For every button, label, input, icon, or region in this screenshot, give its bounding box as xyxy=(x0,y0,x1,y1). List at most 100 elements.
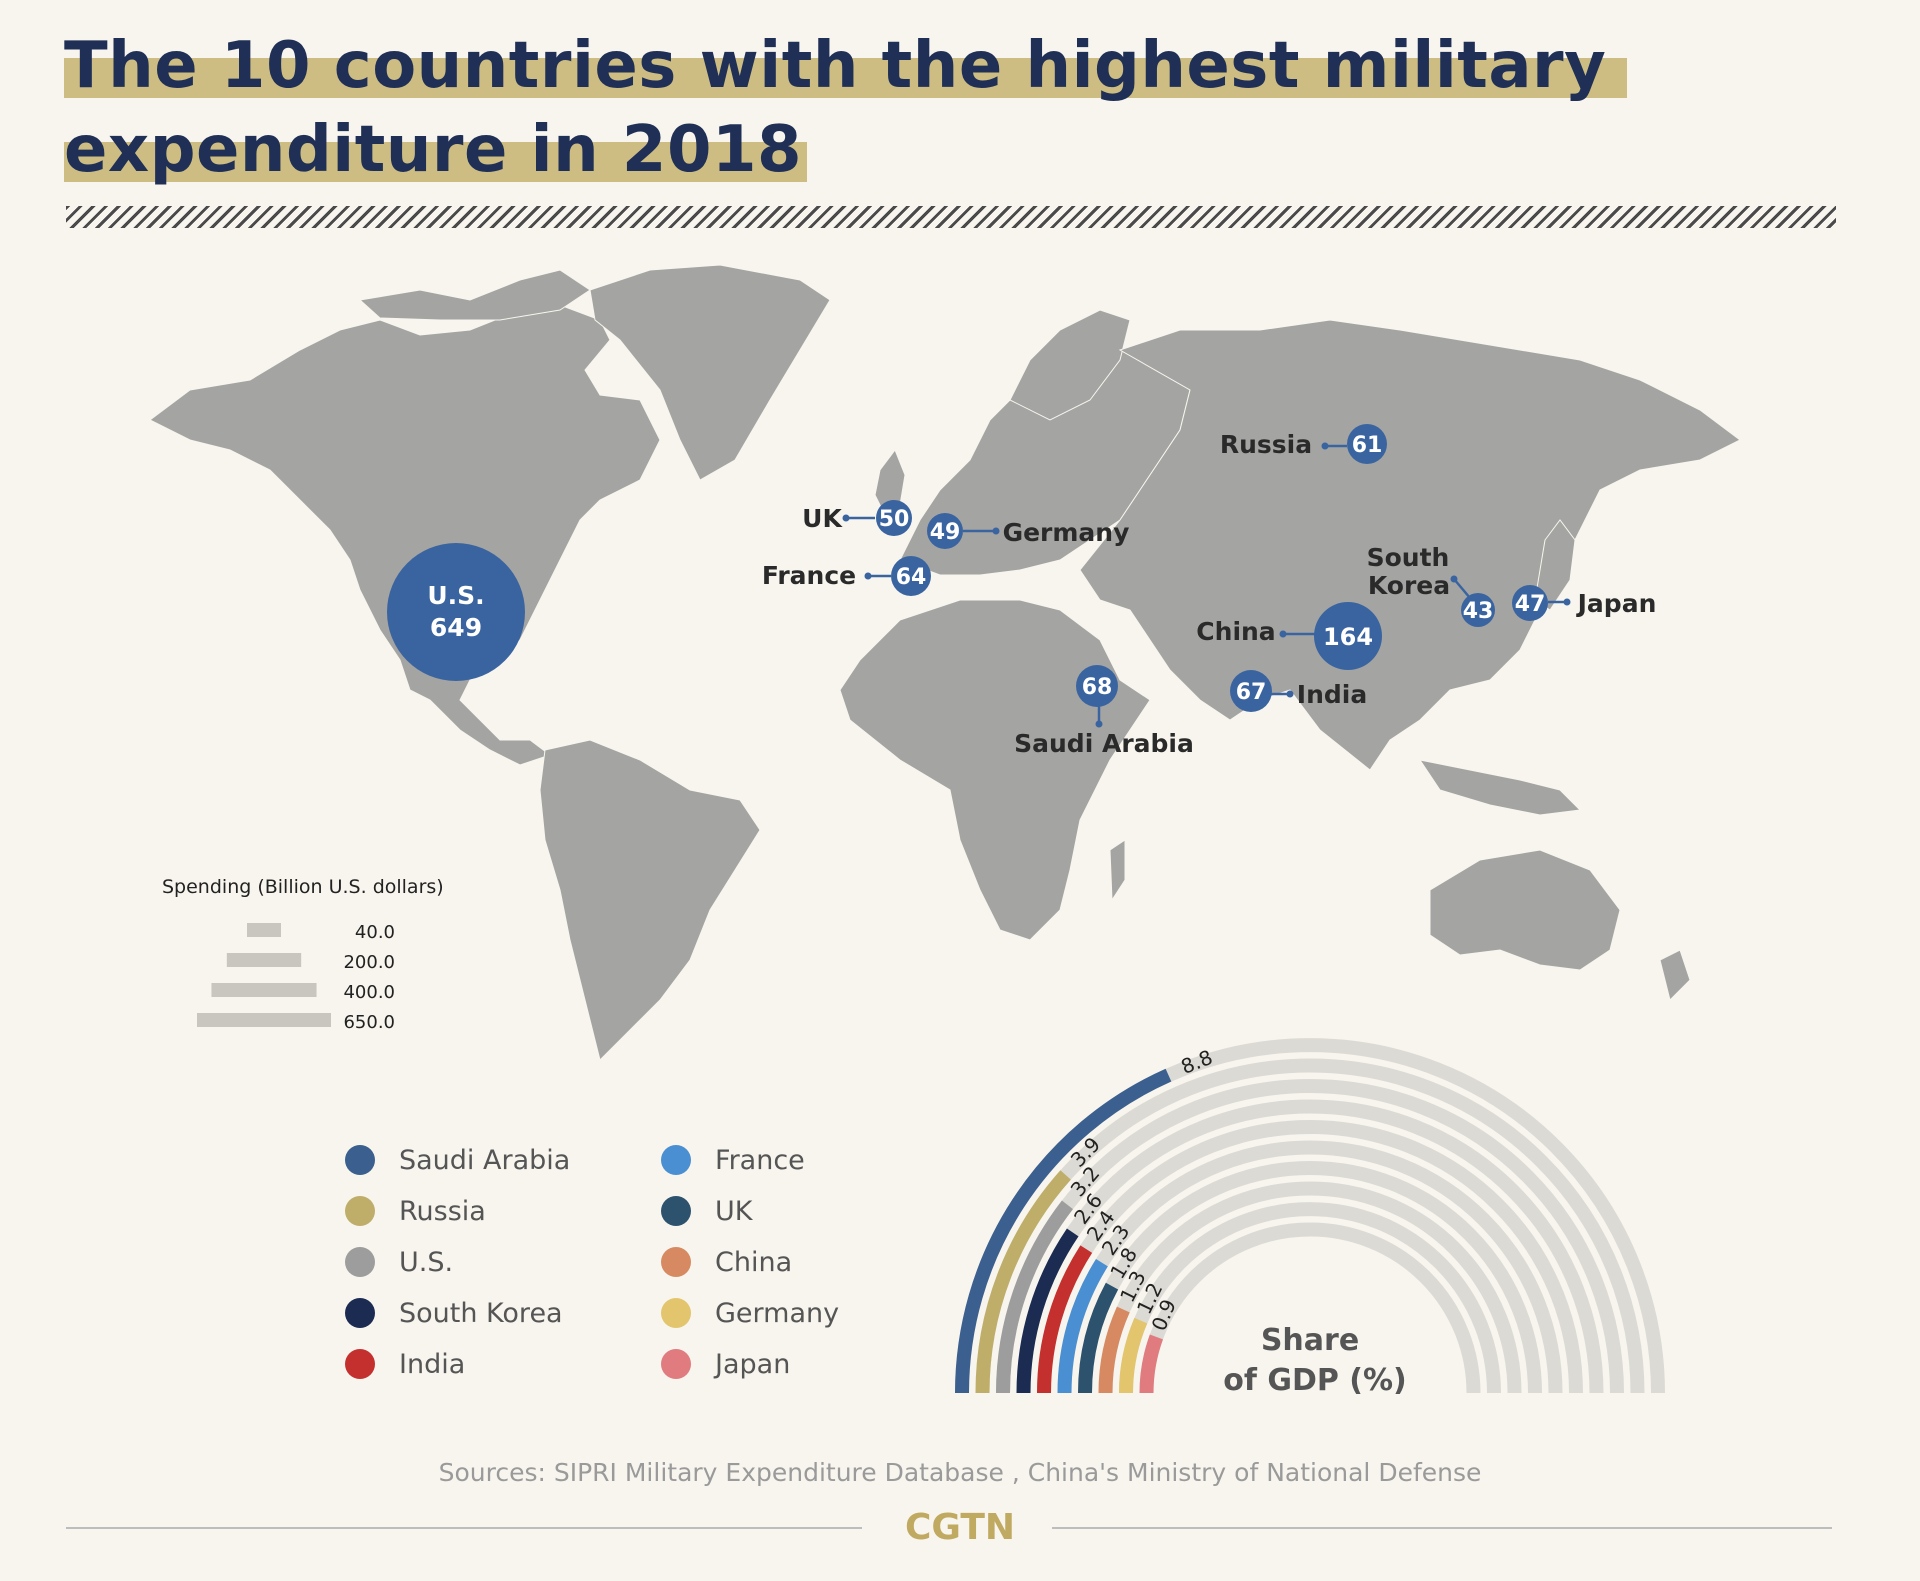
bubble-layer: U.S. 649 164 China 68 Saudi Arabia 67 In… xyxy=(387,424,1656,758)
leader-south-korea xyxy=(1453,578,1471,599)
bubble-saudi-arabia-circle xyxy=(1076,665,1118,707)
radial-title-line2: of GDP (%) xyxy=(1223,1363,1407,1398)
bubble-india-value: 67 xyxy=(1236,680,1267,705)
legend-swatch xyxy=(345,1349,375,1379)
leader-dot-south-korea xyxy=(1450,575,1458,583)
africa-shape xyxy=(839,599,1151,941)
bubble-russia: 61 Russia xyxy=(1220,424,1387,464)
bubble-saudi-arabia-value: 68 xyxy=(1082,675,1113,700)
legend-label: Japan xyxy=(715,1348,791,1380)
radial-title-line1: Share xyxy=(1261,1323,1359,1358)
bubble-japan-circle xyxy=(1512,585,1548,621)
size-legend-value: 400.0 xyxy=(343,982,395,1003)
gdp-share-radial-chart: 8.83.93.22.62.42.31.81.31.20.9 xyxy=(955,1038,1665,1394)
bubble-japan-value: 47 xyxy=(1515,592,1546,617)
south-america-shape xyxy=(539,739,761,1061)
radial-bar xyxy=(975,1170,1071,1394)
legend-item-uk: UK xyxy=(661,1191,752,1231)
legend-item-saudi-arabia: Saudi Arabia xyxy=(345,1140,570,1180)
legend-label: U.S. xyxy=(399,1246,454,1278)
legend-label: UK xyxy=(715,1195,753,1227)
leader-dot-france xyxy=(864,572,872,580)
radial-bar xyxy=(1037,1245,1093,1394)
label-uk: UK xyxy=(802,504,843,533)
chart-title-line-2: expenditure in 2018 xyxy=(64,113,803,187)
bubble-germany-value: 49 xyxy=(930,520,961,545)
label-india: India xyxy=(1297,680,1367,709)
legend-item-germany: Germany xyxy=(661,1293,839,1333)
new-zealand-shape xyxy=(1659,949,1691,1001)
footer-divider-left xyxy=(66,1527,862,1529)
radial-bar xyxy=(955,1068,1172,1394)
radial-track xyxy=(1139,1222,1481,1394)
bubble-uk: 50 UK xyxy=(802,500,912,536)
se-asia-islands-shape xyxy=(1418,759,1582,816)
bubble-france-circle xyxy=(891,556,931,596)
label-france: France xyxy=(762,561,856,590)
size-legend-value: 650.0 xyxy=(343,1012,395,1033)
legend-label: Russia xyxy=(399,1195,486,1227)
label-germany: Germany xyxy=(1003,518,1130,547)
legend-label: Germany xyxy=(715,1297,840,1329)
sources-note: Sources: SIPRI Military Expenditure Data… xyxy=(438,1458,1482,1487)
title-highlight-1 xyxy=(64,58,1627,98)
bubble-france-value: 64 xyxy=(896,565,927,590)
bubble-russia-circle xyxy=(1347,424,1387,464)
legend-label: South Korea xyxy=(399,1297,563,1329)
legend-label: France xyxy=(715,1144,805,1176)
bubble-south-korea: 43 South Korea xyxy=(1367,543,1495,627)
legend-swatch xyxy=(345,1298,375,1328)
madagascar-shape xyxy=(1109,839,1126,902)
label-south-korea-line2: Korea xyxy=(1368,571,1450,600)
footer-divider-right xyxy=(1052,1527,1832,1529)
size-legend-bar xyxy=(197,1013,331,1027)
legend-item-us: U.S. xyxy=(345,1242,453,1282)
radial-bar xyxy=(1016,1228,1079,1394)
radial-track xyxy=(1098,1181,1522,1394)
title-block: The 10 countries with the highest milita… xyxy=(64,24,1664,192)
bubble-japan: 47 Japan xyxy=(1512,585,1656,621)
scandinavia-shape xyxy=(1009,309,1131,421)
greenland-shape xyxy=(589,264,831,481)
title-line-1: The 10 countries with the highest milita… xyxy=(64,24,1664,108)
legend-label: India xyxy=(399,1348,466,1380)
chart-title-line-1: The 10 countries with the highest milita… xyxy=(64,29,1607,103)
bubble-russia-value: 61 xyxy=(1352,433,1383,458)
legend-swatch xyxy=(661,1349,691,1379)
legend-item-france: France xyxy=(661,1140,805,1180)
radial-bar xyxy=(1119,1317,1148,1394)
legend-swatch xyxy=(661,1247,691,1277)
leader-dot-saudi-arabia xyxy=(1095,720,1103,728)
radial-bar xyxy=(1139,1334,1164,1394)
radial-track xyxy=(1119,1202,1501,1394)
bubble-us-label: U.S. xyxy=(427,581,484,610)
legend-item-russia: Russia xyxy=(345,1191,486,1231)
legend-swatch xyxy=(661,1145,691,1175)
leader-dot-india xyxy=(1286,690,1294,698)
title-highlight-2 xyxy=(64,142,807,182)
radial-bar xyxy=(1078,1282,1119,1394)
north-america-shape xyxy=(149,304,661,766)
bubble-china-value: 164 xyxy=(1323,623,1373,651)
world-map-land xyxy=(149,264,1741,1061)
legend-item-south-korea: South Korea xyxy=(345,1293,563,1333)
legend-item-japan: Japan xyxy=(661,1344,790,1384)
asia-shape xyxy=(1079,319,1741,771)
legend-swatch xyxy=(661,1298,691,1328)
bubble-germany: 49 Germany xyxy=(927,513,1129,549)
leader-dot-russia xyxy=(1321,442,1329,450)
bubble-south-korea-circle xyxy=(1461,593,1495,627)
leader-dot-japan xyxy=(1563,598,1571,606)
label-russia: Russia xyxy=(1220,430,1312,459)
legend-swatch xyxy=(661,1196,691,1226)
label-south-korea-line1: South xyxy=(1367,543,1450,572)
bubble-uk-value: 50 xyxy=(879,507,910,532)
title-line-2: expenditure in 2018 xyxy=(64,108,1664,192)
bubble-india: 67 India xyxy=(1230,670,1367,712)
label-japan: Japan xyxy=(1576,589,1657,618)
size-legend-value: 200.0 xyxy=(343,952,395,973)
color-legend: Saudi Arabia Russia U.S. South Korea Ind… xyxy=(345,1140,905,1400)
leader-dot-china xyxy=(1279,630,1287,638)
bubble-china: 164 China xyxy=(1196,602,1382,670)
